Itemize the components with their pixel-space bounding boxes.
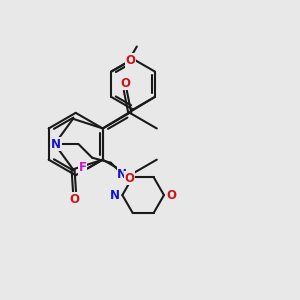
- Text: N: N: [110, 189, 120, 202]
- Text: O: O: [125, 172, 135, 185]
- Text: O: O: [120, 76, 130, 90]
- Text: F: F: [79, 161, 87, 174]
- Text: N: N: [51, 138, 61, 151]
- Text: N: N: [117, 168, 128, 181]
- Text: O: O: [70, 193, 80, 206]
- Text: O: O: [125, 54, 135, 67]
- Text: O: O: [167, 189, 176, 202]
